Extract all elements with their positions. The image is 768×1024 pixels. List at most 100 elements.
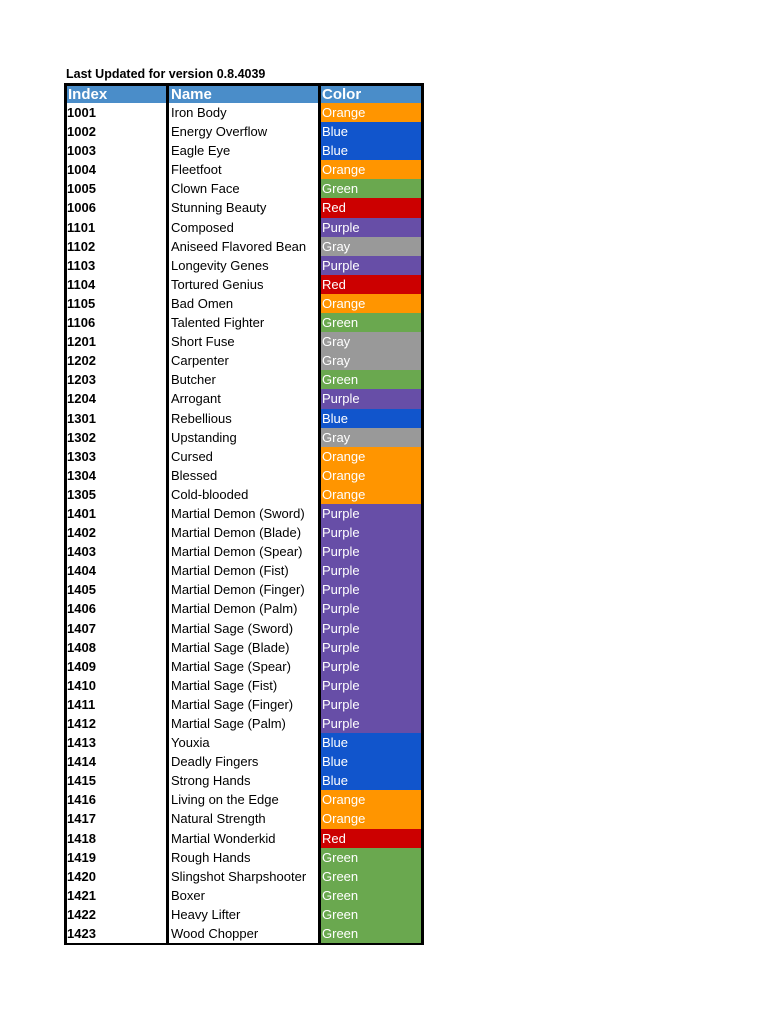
cell-index[interactable]: 1301 [67,408,166,428]
cell-index[interactable]: 1006 [67,198,166,218]
cell-index[interactable]: 1102 [67,236,166,256]
cell-index[interactable]: 1404 [67,561,166,581]
cell-name[interactable]: Slingshot Sharpshooter [169,866,318,886]
cell-index[interactable]: 1305 [67,484,166,504]
cell-color[interactable]: Purple [321,255,421,275]
cell-index[interactable]: 1422 [67,904,166,925]
cell-color[interactable]: Purple [321,599,421,619]
cell-index[interactable]: 1402 [67,523,166,543]
cell-color[interactable]: Blue [321,752,421,772]
cell-index[interactable]: 1419 [67,847,166,867]
cell-name[interactable]: Martial Sage (Spear) [169,656,318,676]
cell-index[interactable]: 1103 [67,255,166,275]
cell-color[interactable]: Purple [321,656,421,676]
cell-name[interactable]: Clown Face [169,179,318,199]
cell-name[interactable]: Martial Demon (Spear) [169,542,318,562]
cell-index[interactable]: 1420 [67,866,166,886]
cell-color[interactable]: Green [321,313,421,333]
cell-name[interactable]: Martial Wonderkid [169,828,318,848]
cell-name[interactable]: Strong Hands [169,771,318,791]
cell-index[interactable]: 1201 [67,332,166,352]
cell-name[interactable]: Upstanding [169,427,318,447]
cell-color[interactable]: Orange [321,465,421,485]
cell-color[interactable]: Purple [321,675,421,695]
cell-name[interactable]: Martial Demon (Blade) [169,523,318,543]
cell-index[interactable]: 1407 [67,618,166,638]
cell-index[interactable]: 1414 [67,752,166,772]
cell-index[interactable]: 1302 [67,427,166,447]
cell-name[interactable]: Rough Hands [169,847,318,867]
cell-index[interactable]: 1106 [67,313,166,333]
cell-name[interactable]: Martial Sage (Palm) [169,714,318,734]
cell-index[interactable]: 1416 [67,790,166,810]
cell-index[interactable]: 1303 [67,446,166,466]
header-name[interactable]: Name [169,86,318,103]
cell-index[interactable]: 1418 [67,828,166,848]
cell-name[interactable]: Arrogant [169,389,318,409]
cell-index[interactable]: 1101 [67,217,166,237]
cell-color[interactable]: Blue [321,141,421,161]
cell-name[interactable]: Short Fuse [169,332,318,352]
cell-index[interactable]: 1405 [67,580,166,600]
cell-color[interactable]: Purple [321,389,421,409]
cell-name[interactable]: Fleetfoot [169,160,318,180]
cell-index[interactable]: 1408 [67,637,166,657]
cell-name[interactable]: Martial Demon (Palm) [169,599,318,619]
cell-color[interactable]: Gray [321,351,421,371]
cell-color[interactable]: Purple [321,694,421,714]
cell-index[interactable]: 1403 [67,542,166,562]
cell-name[interactable]: Blessed [169,465,318,485]
cell-index[interactable]: 1001 [67,103,166,123]
cell-color[interactable]: Purple [321,217,421,237]
cell-name[interactable]: Martial Sage (Blade) [169,637,318,657]
cell-index[interactable]: 1004 [67,160,166,180]
cell-index[interactable]: 1415 [67,771,166,791]
cell-name[interactable]: Youxia [169,733,318,753]
cell-color[interactable]: Red [321,198,421,218]
cell-name[interactable]: Martial Sage (Fist) [169,675,318,695]
cell-color[interactable]: Orange [321,790,421,810]
cell-name[interactable]: Cold-blooded [169,484,318,504]
cell-name[interactable]: Composed [169,217,318,237]
cell-color[interactable]: Blue [321,122,421,142]
cell-name[interactable]: Deadly Fingers [169,752,318,772]
cell-index[interactable]: 1406 [67,599,166,619]
cell-color[interactable]: Orange [321,484,421,504]
cell-color[interactable]: Purple [321,503,421,524]
cell-color[interactable]: Orange [321,446,421,466]
cell-name[interactable]: Energy Overflow [169,122,318,142]
cell-color[interactable]: Purple [321,714,421,734]
cell-name[interactable]: Martial Sage (Finger) [169,694,318,714]
cell-index[interactable]: 1202 [67,351,166,371]
cell-color[interactable]: Green [321,904,421,925]
cell-color[interactable]: Gray [321,236,421,256]
cell-name[interactable]: Cursed [169,446,318,466]
cell-name[interactable]: Talented Fighter [169,313,318,333]
cell-color[interactable]: Purple [321,580,421,600]
cell-name[interactable]: Natural Strength [169,809,318,829]
cell-index[interactable]: 1203 [67,370,166,390]
cell-color[interactable]: Orange [321,160,421,180]
cell-name[interactable]: Martial Demon (Fist) [169,561,318,581]
cell-index[interactable]: 1003 [67,141,166,161]
cell-index[interactable]: 1421 [67,885,166,905]
cell-index[interactable]: 1105 [67,293,166,314]
cell-index[interactable]: 1409 [67,656,166,676]
header-color[interactable]: Color [321,86,421,103]
cell-name[interactable]: Martial Demon (Sword) [169,503,318,524]
cell-index[interactable]: 1410 [67,675,166,695]
cell-color[interactable]: Blue [321,771,421,791]
cell-color[interactable]: Purple [321,561,421,581]
header-index[interactable]: Index [67,86,166,103]
cell-name[interactable]: Boxer [169,885,318,905]
cell-index[interactable]: 1412 [67,714,166,734]
cell-index[interactable]: 1417 [67,809,166,829]
cell-index[interactable]: 1204 [67,389,166,409]
cell-color[interactable]: Purple [321,618,421,638]
cell-name[interactable]: Martial Demon (Finger) [169,580,318,600]
cell-color[interactable]: Green [321,924,421,944]
cell-name[interactable]: Tortured Genius [169,274,318,294]
cell-index[interactable]: 1005 [67,179,166,199]
cell-color[interactable]: Purple [321,523,421,543]
cell-index[interactable]: 1304 [67,465,166,485]
